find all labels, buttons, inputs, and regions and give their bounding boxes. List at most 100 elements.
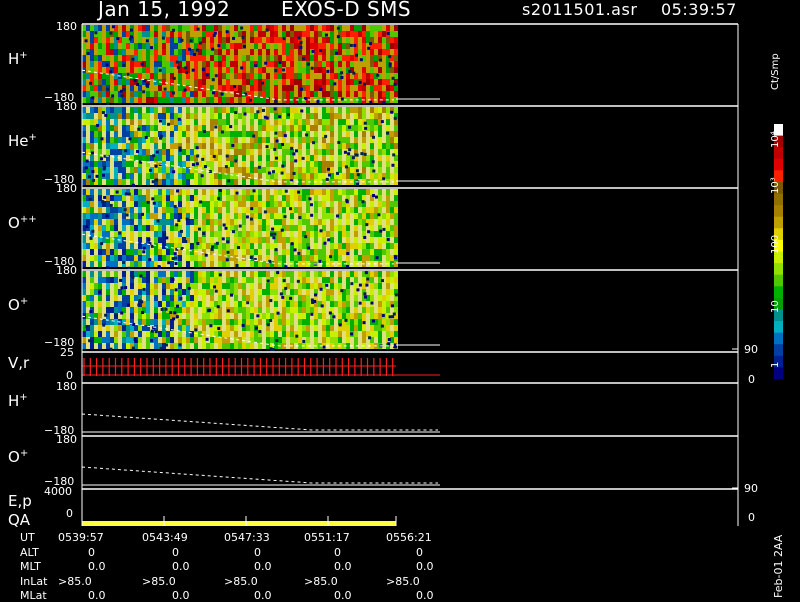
ytick-he-min: −180 — [44, 173, 75, 186]
ytick-vr-min: 0 — [66, 369, 73, 382]
colorbar-label-1: 1 — [770, 361, 781, 368]
footer-cell: 0 — [254, 545, 261, 559]
colorbar-label-10: 10 — [770, 300, 781, 313]
colorbar-unit: Ct/Smp — [770, 53, 781, 90]
qa-bar — [82, 521, 396, 526]
vr-trace — [83, 358, 394, 376]
footer-cell: >85.0 — [386, 574, 420, 588]
ytick-h-min: −180 — [44, 91, 75, 104]
footer-cell: >85.0 — [142, 574, 176, 588]
colorbar-segment-14 — [774, 286, 783, 299]
trace-line-0 — [81, 69, 394, 101]
spectrogram-panel-0 — [82, 25, 398, 103]
lower-o-trace — [81, 466, 438, 484]
colorbar-segment-6 — [774, 193, 783, 206]
colorbar-label-1e3: 10³ — [770, 177, 781, 194]
panel-label-opp: O++ — [8, 214, 37, 232]
instrument-name: EXOS-D SMS — [281, 0, 412, 21]
ep-right-top: 90 — [744, 482, 758, 495]
colorbar-segment-8 — [774, 216, 783, 229]
ep-right-bottom: 0 — [748, 511, 755, 524]
panel-label-he: He+ — [8, 132, 37, 150]
footer-cell: 0.0 — [254, 589, 272, 602]
footer-row-label: MLat — [20, 589, 47, 602]
colorbar-segment-7 — [774, 205, 783, 218]
spectrogram-panel-2 — [82, 189, 398, 267]
footer-cell: 0 — [172, 545, 179, 559]
colorbar-segment-0 — [774, 124, 783, 137]
colorbar-segment-15 — [774, 297, 783, 310]
footer-cell: 0543:49 — [142, 531, 188, 544]
colorbar-segment-21 — [774, 367, 783, 380]
colorbar-segment-11 — [774, 251, 783, 264]
ep-label: E,p — [8, 492, 32, 510]
colorbar-segment-1 — [774, 135, 783, 148]
file-name: s2011501.asr — [522, 0, 638, 19]
colorbar-segment-2 — [774, 147, 783, 160]
ytick-op-min: −180 — [44, 336, 75, 349]
file-time: 05:39:57 — [661, 0, 737, 19]
footer-cell: 0.0 — [416, 560, 434, 573]
vr-label: V,r — [8, 354, 30, 372]
colorbar-segment-18 — [774, 332, 783, 345]
plot-date: Jan 15, 1992 — [98, 0, 231, 21]
trace-line-3 — [81, 315, 394, 347]
panel-label-op: O+ — [8, 296, 29, 314]
footer-cell: 0.0 — [416, 589, 434, 602]
footer-cell: 0547:33 — [224, 531, 270, 544]
footer-cell: 0551:17 — [304, 531, 350, 544]
ytick-ep-min: 0 — [66, 507, 73, 520]
ytick-lo-max: 180 — [56, 433, 77, 446]
colorbar-segment-3 — [774, 158, 783, 171]
ytick-op-max: 180 — [56, 264, 77, 277]
footer-cell: 0.0 — [334, 589, 352, 602]
panel-label-h: H+ — [8, 50, 28, 68]
spectrogram-panel-1 — [82, 107, 398, 185]
colorbar-segment-10 — [774, 239, 783, 252]
footer-cell: 0.0 — [334, 560, 352, 573]
colorbar-label-1e4: 10⁴ — [770, 131, 781, 148]
footer-cell: 0.0 — [254, 560, 272, 573]
lower-label-h: H+ — [8, 392, 28, 410]
footer-cell: 0.0 — [88, 560, 106, 573]
ytick-ep-max: 4000 — [44, 485, 72, 498]
colorbar-segment-20 — [774, 355, 783, 368]
colorbar-label-100: 100 — [770, 234, 781, 254]
vr-right-bottom: 0 — [748, 373, 755, 386]
vr-right-top: 90 — [744, 343, 758, 356]
colorbar-segment-16 — [774, 309, 783, 322]
ytick-h-max: 180 — [56, 20, 77, 33]
footer-cell: 0 — [88, 545, 95, 559]
trace-line-2 — [81, 233, 394, 265]
ytick-opp-max: 180 — [56, 182, 77, 195]
colorbar-segment-12 — [774, 263, 783, 276]
ytick-vr-max: 25 — [60, 346, 74, 359]
ytick-lh-max: 180 — [56, 380, 77, 393]
trace-line-1 — [81, 151, 394, 183]
footer-cell: >85.0 — [224, 574, 258, 588]
footer-cell: 0.0 — [172, 589, 190, 602]
footer-cell: >85.0 — [304, 574, 338, 588]
footer-cell: 0.0 — [88, 589, 106, 602]
ytick-opp-min: −180 — [44, 255, 75, 268]
colorbar-segment-4 — [774, 170, 783, 183]
colorbar-segment-5 — [774, 181, 783, 195]
ytick-lh-min: −180 — [44, 424, 75, 437]
colorbar-segment-13 — [774, 274, 783, 287]
footer-cell: 0556:21 — [386, 531, 432, 544]
ytick-he-max: 180 — [56, 100, 77, 113]
colorbar-segment-17 — [774, 321, 783, 334]
lower-label-o: O+ — [8, 448, 29, 466]
footer-row-label: InLat — [20, 574, 48, 588]
footer-row-label: UT — [20, 531, 35, 544]
ytick-lo-min: −180 — [44, 475, 75, 488]
footer-cell: 0539:57 — [58, 531, 104, 544]
footer-cell: >85.0 — [58, 574, 92, 588]
lower-h-trace — [81, 413, 438, 431]
colorbar-segment-19 — [774, 344, 783, 357]
footer-cell: 0 — [334, 545, 341, 559]
footer-cell: 0.0 — [172, 560, 190, 573]
footer-row-label: ALT — [20, 545, 39, 559]
footer-cell: 0 — [416, 545, 423, 559]
